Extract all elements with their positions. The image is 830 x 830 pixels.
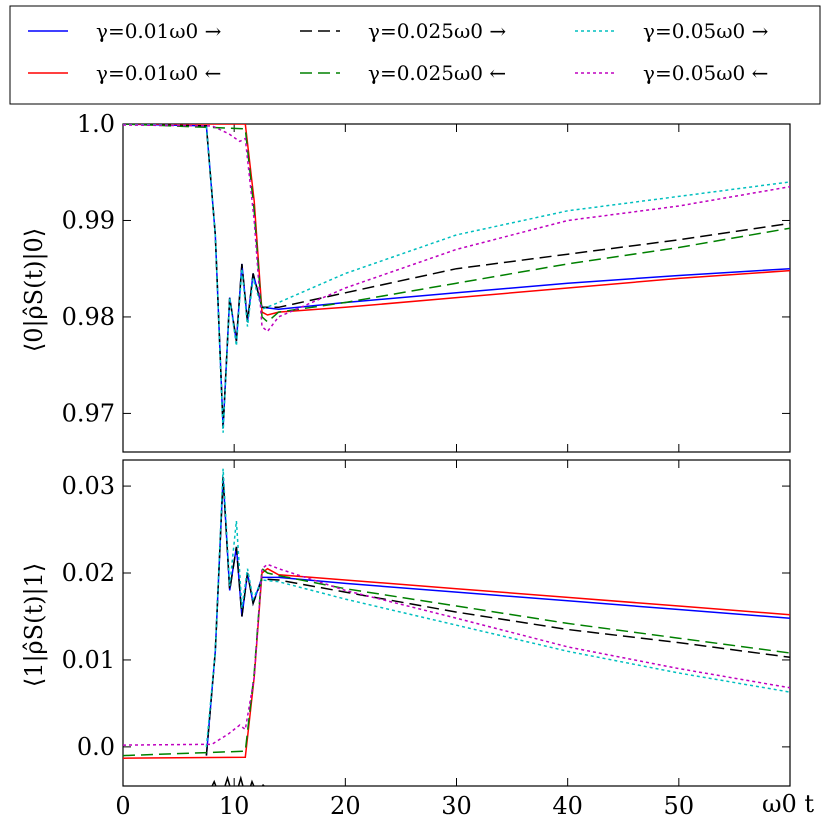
xtick-label: 40 [552,792,583,820]
top-series-0-05-0 [123,124,790,333]
bottom-ytick-label: 0.03 [62,472,115,500]
bottom-series-0-05-0 [205,468,790,747]
legend-label-0-05-0: γ=0.05ω0 → [643,19,769,43]
top-series-0-025-0 [123,124,790,323]
top-series-0-025-0 [123,124,790,428]
bottom-series-0-025-0 [123,567,790,757]
top-panel-frame [122,123,791,453]
top-ytick-label: 0.99 [62,206,115,234]
legend-label-0-025-0: γ=0.025ω0 ← [368,61,506,85]
legend-label-0-025-0: γ=0.025ω0 → [368,19,506,43]
xtick-label: 30 [441,792,472,820]
top-series-0-01-0 [123,124,790,316]
top-series-0-05-0 [123,124,790,433]
xlabel: ω0 t [762,790,814,818]
top-ytick-label: 0.98 [62,303,115,331]
bottom-series-0-025-0 [205,477,790,756]
xtick-label: 10 [219,792,250,820]
top-ylabel: ⟨0|ρ̂S(t)|0⟩ [20,228,49,352]
xtick-label: 50 [664,792,695,820]
legend-label-0-01-0: γ=0.01ω0 → [96,19,222,43]
bottom-ytick-label: 0.01 [62,646,115,674]
top-ytick-label: 0.97 [62,399,115,427]
legend-label-0-01-0: γ=0.01ω0 ← [96,61,221,85]
top-series-0-01-0 [123,124,790,428]
legend-label-0-05-0: γ=0.05ω0 ← [643,61,768,85]
top-ytick-label: 1.0 [77,110,115,138]
bottom-series-0-01-0 [123,567,790,759]
bottom-ytick-label: 0.0 [77,733,115,761]
xtick-label: 20 [330,792,361,820]
bottom-ylabel: ⟨1|ρ̂S(t)|1⟩ [20,563,49,687]
bottom-series-0-01-0 [205,477,790,756]
legend-box [9,5,821,105]
bottom-plot: 0.0 0.01 0.02 0.03 0 10 20 30 40 50 [62,460,790,820]
bottom-series-0-05-0 [123,563,790,746]
bottom-ytick-label: 0.02 [62,559,115,587]
xtick-label: 0 [115,792,130,820]
top-plot: 0.97 0.98 0.99 1.0 [62,110,790,452]
legend: γ=0.01ω0 → γ=0.025ω0 → γ=0.05ω0 → γ=0.01ω0 … [28,19,769,85]
